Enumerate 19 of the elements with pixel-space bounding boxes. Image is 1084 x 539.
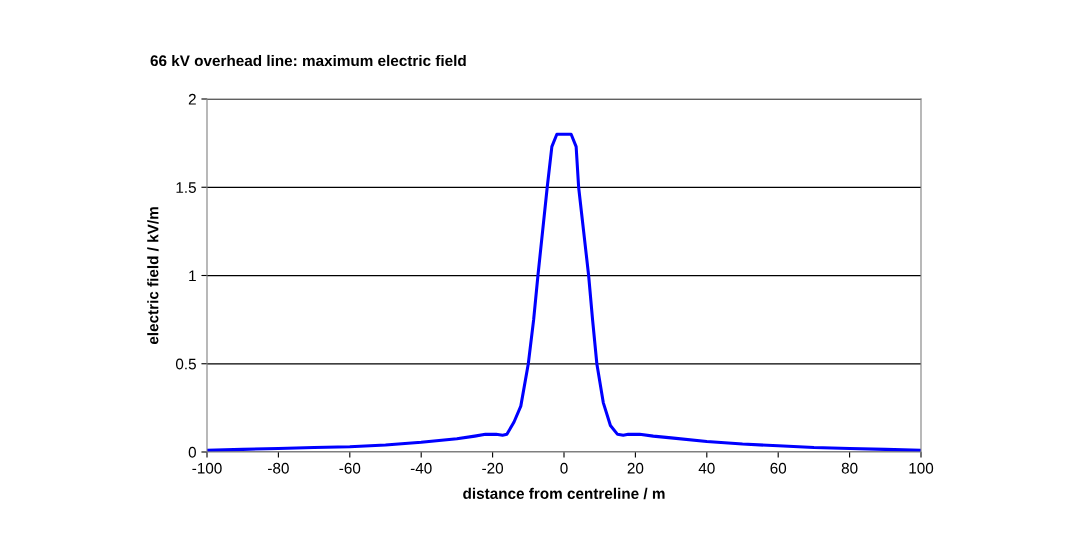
x-tick-label: 20 xyxy=(627,462,644,474)
x-axis-title: distance from centreline / m xyxy=(463,487,665,500)
y-tick-label: 1.5 xyxy=(176,182,196,193)
x-tick-label: -80 xyxy=(268,462,289,474)
y-tick-label: 1 xyxy=(189,270,196,282)
x-tick-label: 60 xyxy=(770,462,787,474)
x-tick-label: 40 xyxy=(698,462,715,474)
y-tick-label: 2 xyxy=(188,93,196,105)
x-tick-label: -20 xyxy=(482,462,504,474)
x-tick-label: 0 xyxy=(560,462,568,474)
x-tick-label: -40 xyxy=(410,462,432,474)
y-tick-label: 0.5 xyxy=(175,358,196,370)
y-axis-title: electric field / kV/m xyxy=(147,207,159,345)
y-tick-label: 0 xyxy=(188,446,196,458)
x-tick-label: 80 xyxy=(841,462,858,474)
chart-title: 66 kV overhead line: maximum electric field xyxy=(150,54,466,67)
x-tick-label: -60 xyxy=(339,462,361,474)
x-tick-label: -100 xyxy=(192,462,222,474)
x-tick-label: 100 xyxy=(909,462,934,474)
